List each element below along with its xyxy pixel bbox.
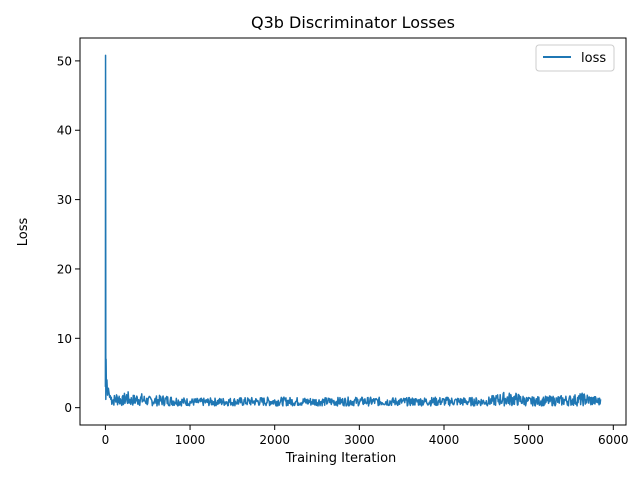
plot-background — [80, 38, 626, 425]
legend-box — [535, 44, 615, 72]
series-line-loss — [104, 54, 602, 407]
chart-title: Q3b Discriminator Losses — [251, 13, 455, 32]
x-tick-label: 1000 — [175, 433, 206, 447]
legend: loss — [535, 44, 615, 72]
x-tick-label: 0 — [102, 433, 110, 447]
x-tick-label: 5000 — [513, 433, 544, 447]
legend-label-loss: loss — [581, 51, 606, 66]
x-tick-label: 4000 — [429, 433, 460, 447]
y-axis-label: Loss — [16, 218, 31, 247]
y-axis: 0 10 20 30 40 50 — [57, 54, 80, 415]
x-tick-label: 3000 — [344, 433, 375, 447]
series-layer — [104, 54, 602, 407]
x-tick-label: 6000 — [598, 433, 629, 447]
y-tick-label: 20 — [57, 262, 72, 276]
x-axis-label: Training Iteration — [285, 451, 397, 466]
y-tick-label: 0 — [64, 401, 72, 415]
y-tick-label: 30 — [57, 193, 72, 207]
y-tick-label: 50 — [57, 54, 72, 68]
y-tick-label: 10 — [57, 332, 72, 346]
plot-frame — [79, 37, 627, 426]
x-axis: 0 1000 2000 3000 4000 5000 6000 — [102, 425, 629, 447]
x-tick-label: 2000 — [259, 433, 290, 447]
y-tick-label: 40 — [57, 124, 72, 138]
